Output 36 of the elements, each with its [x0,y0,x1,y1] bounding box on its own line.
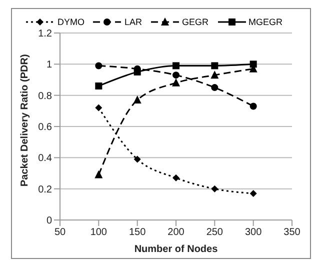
legend-label: GEGR [182,17,208,27]
point [211,84,218,92]
point [133,96,142,104]
point [95,82,102,90]
legend-label: DYMO [57,17,84,27]
x-tick-label: 100 [90,227,108,238]
x-tick-label: 350 [284,227,301,238]
point [250,190,257,198]
point [95,104,102,112]
legend-label: MGEGR [248,17,283,27]
y-tick-label: 0.6 [38,122,52,134]
point [95,62,102,70]
x-tick-label: 300 [244,227,262,238]
point [172,72,180,79]
x-axis-title: Number of Nodes [134,244,218,255]
point [211,185,218,192]
x-tick-label: 50 [54,227,66,238]
y-tick-label: 0.2 [38,184,52,196]
y-tick-label: 0 [46,216,52,227]
point [172,174,180,182]
point [211,62,218,70]
point [94,170,103,178]
legend-label: LAR [124,17,142,27]
x-tick-label: 250 [206,227,224,238]
x-tick-label: 200 [168,227,185,238]
point [172,62,180,70]
point [250,102,257,110]
y-tick-label: 0.8 [38,90,52,102]
y-tick-label: 1.2 [38,28,52,40]
y-tick-label: 1 [46,60,52,71]
point [134,156,141,163]
y-axis-title: Packet Delivery Ratio (PDR) [20,54,31,186]
y-tick-label: 0.4 [38,153,52,164]
x-tick-label: 150 [128,227,146,238]
point [210,70,219,79]
point [172,78,180,86]
